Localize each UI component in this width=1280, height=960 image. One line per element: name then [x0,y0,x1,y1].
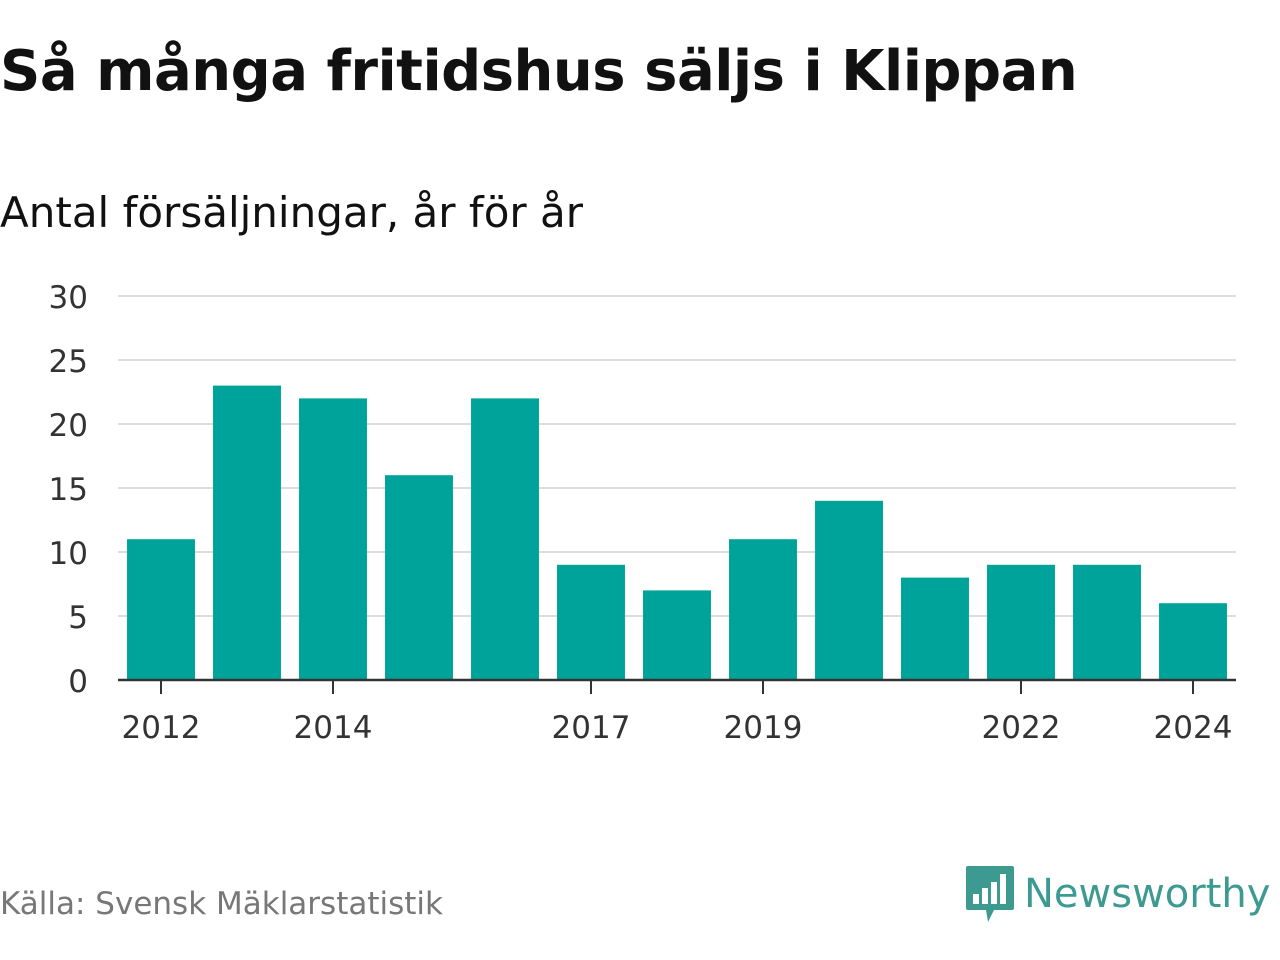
source-note: Källa: Svensk Mäklarstatistik [0,886,443,922]
y-tick-label: 20 [49,408,88,444]
x-tick-label: 2014 [294,710,373,746]
brand-logo: Newsworthy [964,864,1270,924]
bar-2020 [815,500,883,680]
x-tick-label: 2017 [552,710,631,746]
brand-name: Newsworthy [1024,871,1271,917]
x-tick-label: 2012 [122,710,201,746]
bar-2023 [1073,564,1141,680]
bar-2022 [987,564,1055,680]
bar-2024 [1159,603,1227,680]
x-tick-label: 2019 [724,710,803,746]
y-tick-label: 0 [68,664,88,700]
chart-title: Så många fritidshus säljs i Klippan [0,39,1078,104]
x-tick-label: 2024 [1154,710,1233,746]
x-tick-label: 2022 [982,710,1061,746]
y-tick-label: 5 [68,600,88,636]
bar-2016 [471,398,539,680]
chart-subtitle: Antal försäljningar, år för år [0,188,584,237]
bar-chart-speech-bubble-icon [966,866,1014,922]
bar-2015 [385,475,453,680]
y-tick-label: 15 [49,472,88,508]
bar-2018 [643,590,711,680]
y-tick-label: 25 [49,344,88,380]
bar-2019 [729,539,797,680]
bar-2017 [557,564,625,680]
y-tick-label: 10 [49,536,88,572]
bar-2014 [299,398,367,680]
bar-2012 [127,539,195,680]
y-tick-label: 30 [49,280,88,316]
bar-2021 [901,577,969,680]
bar-2013 [213,385,281,680]
